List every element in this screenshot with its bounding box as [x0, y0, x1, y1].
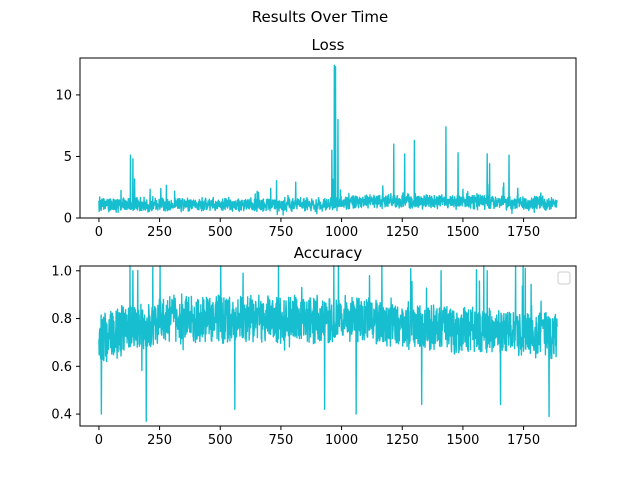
accuracy-x-tick-label: 1000 — [325, 433, 358, 448]
loss-x-tick-label: 0 — [95, 225, 103, 240]
accuracy-legend-box — [557, 271, 571, 285]
accuracy-y-tick-label: 0.6 — [51, 360, 72, 375]
accuracy-x-tick-label: 1250 — [386, 433, 419, 448]
loss-y-tick-label: 10 — [55, 88, 72, 103]
loss-x-tick-label: 1750 — [507, 225, 540, 240]
loss-axes-frame — [79, 57, 577, 219]
figure-suptitle: Results Over Time — [252, 8, 389, 26]
accuracy-x-tick-label: 1750 — [507, 433, 540, 448]
accuracy-panel: Accuracy 0 250 500 750 1000 1250 1500 1750 0.4 0.… — [51, 244, 577, 448]
accuracy-axes-frame — [79, 265, 577, 427]
loss-y-tick-label: 0 — [64, 212, 72, 227]
loss-series-line — [98, 64, 558, 216]
loss-title: Loss — [312, 36, 345, 54]
accuracy-title: Accuracy — [294, 244, 363, 262]
loss-x-tick-label: 250 — [147, 225, 172, 240]
accuracy-ticks: 0 250 500 750 1000 1250 1500 1750 0.4 0.6 0.8 1.0 — [51, 264, 540, 448]
accuracy-y-tick-label: 0.8 — [51, 312, 72, 327]
loss-x-tick-label: 1500 — [446, 225, 479, 240]
loss-x-tick-label: 750 — [269, 225, 294, 240]
loss-series-layer — [98, 64, 558, 216]
loss-ticks: 0 250 500 750 1000 1250 1500 1750 0 5 10 — [55, 88, 540, 240]
loss-x-tick-label: 1000 — [325, 225, 358, 240]
loss-y-tick-label: 5 — [64, 150, 72, 165]
loss-x-tick-label: 500 — [208, 225, 233, 240]
accuracy-x-tick-label: 1500 — [446, 433, 479, 448]
accuracy-series-line — [98, 265, 558, 422]
accuracy-y-tick-label: 1.0 — [51, 264, 72, 279]
accuracy-y-tick-label: 0.4 — [51, 408, 72, 423]
accuracy-x-tick-label: 500 — [208, 433, 233, 448]
accuracy-x-tick-label: 250 — [147, 433, 172, 448]
loss-panel: Loss 0 250 500 750 1000 1250 1500 1750 0 5 10 — [55, 36, 577, 240]
accuracy-series-layer — [98, 265, 558, 422]
loss-x-tick-label: 1250 — [386, 225, 419, 240]
accuracy-x-tick-label: 750 — [269, 433, 294, 448]
accuracy-x-tick-label: 0 — [95, 433, 103, 448]
